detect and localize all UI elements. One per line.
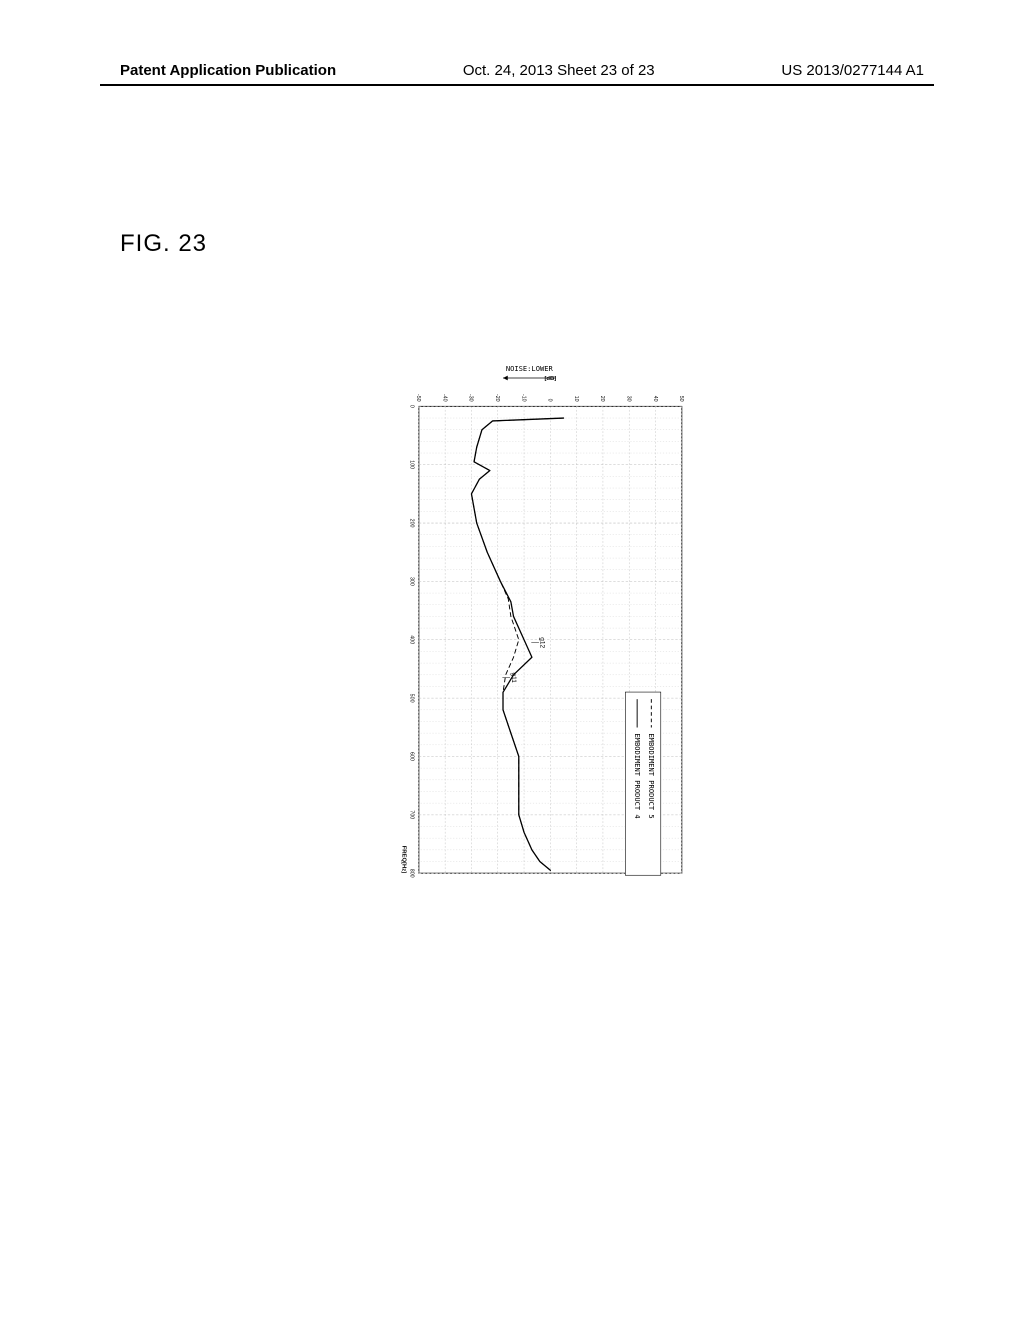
page-header: Patent Application Publication Oct. 24, … — [0, 62, 1024, 79]
svg-text:0: 0 — [547, 399, 553, 402]
svg-text:0: 0 — [409, 405, 415, 408]
svg-text:EMBODIMENT PRODUCT 4: EMBODIMENT PRODUCT 4 — [633, 733, 642, 818]
svg-text:NOISE:LOWER: NOISE:LOWER — [506, 365, 554, 373]
svg-text:10: 10 — [573, 396, 579, 402]
svg-text:800: 800 — [409, 869, 415, 878]
svg-text:FREQ[Hz]: FREQ[Hz] — [400, 846, 406, 874]
svg-text:200: 200 — [409, 519, 415, 528]
figure-label: FIG. 23 — [120, 230, 207, 258]
svg-text:-50: -50 — [415, 394, 421, 402]
svg-text:20: 20 — [599, 396, 605, 402]
svg-text:100: 100 — [409, 460, 415, 469]
svg-text:700: 700 — [409, 810, 415, 819]
svg-text:40: 40 — [652, 396, 658, 402]
svg-text:-20: -20 — [494, 394, 500, 402]
chart-figure: -50-40-30-20-100102030405001002003004005… — [100, 365, 980, 885]
header-left: Patent Application Publication — [120, 62, 336, 79]
svg-text:500: 500 — [409, 694, 415, 703]
svg-text:600: 600 — [409, 752, 415, 761]
svg-text:30: 30 — [625, 396, 631, 402]
chart-svg: -50-40-30-20-100102030405001002003004005… — [100, 365, 980, 885]
svg-text:-40: -40 — [441, 394, 447, 402]
svg-text:g12: g12 — [539, 637, 546, 648]
svg-text:400: 400 — [409, 635, 415, 644]
svg-text:-30: -30 — [468, 394, 474, 402]
svg-text:g11: g11 — [510, 673, 517, 684]
header-mid: Oct. 24, 2013 Sheet 23 of 23 — [463, 62, 655, 79]
svg-text:300: 300 — [409, 577, 415, 586]
svg-text:-10: -10 — [520, 394, 526, 402]
svg-text:[dB]: [dB] — [544, 376, 556, 382]
header-rule — [100, 84, 934, 86]
header-right: US 2013/0277144 A1 — [781, 62, 924, 79]
svg-text:EMBODIMENT PRODUCT 5: EMBODIMENT PRODUCT 5 — [647, 733, 656, 818]
svg-text:50: 50 — [678, 396, 684, 402]
